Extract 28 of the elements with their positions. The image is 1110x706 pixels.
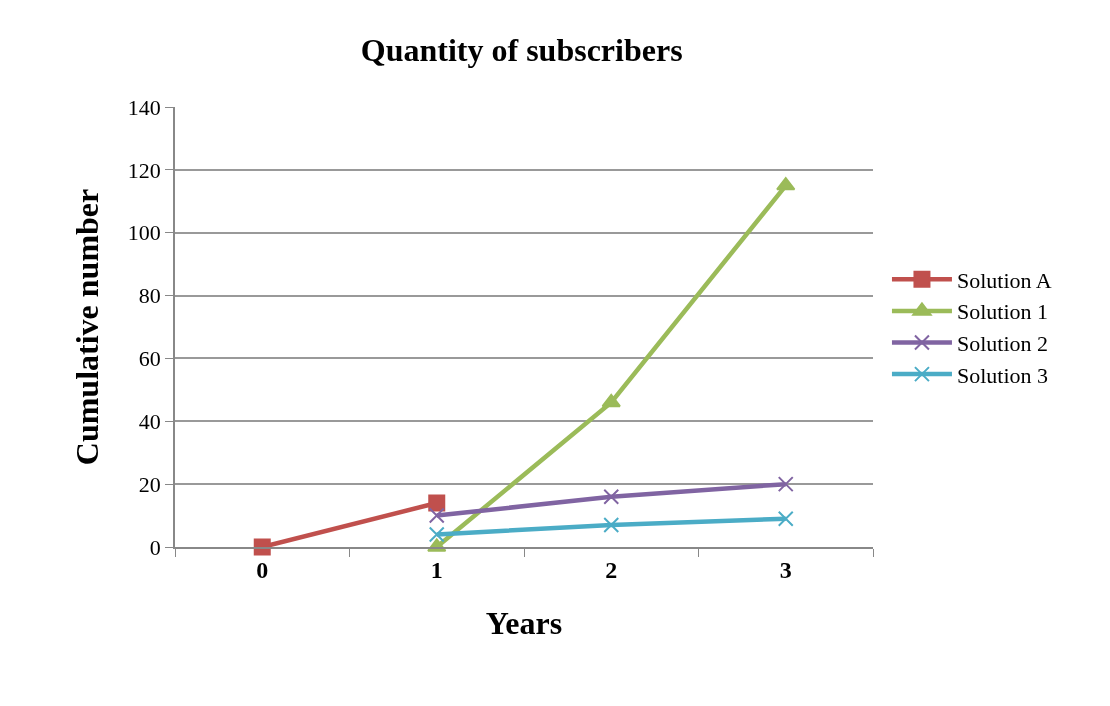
y-tick-label: 120	[127, 157, 161, 183]
x-tick-label: 0	[256, 556, 269, 583]
point	[603, 488, 620, 505]
x-tick-label: 2	[605, 556, 618, 583]
x-tick-label: 1	[430, 556, 443, 583]
point	[776, 177, 796, 191]
x-axis-title: Years	[485, 604, 563, 641]
point	[777, 476, 794, 493]
point	[428, 507, 445, 524]
x-tick-label: 3	[779, 556, 792, 583]
y-tick-label: 80	[138, 283, 161, 309]
y-tick-label: 100	[127, 220, 161, 246]
y-tick-label: 60	[138, 346, 161, 372]
legend-label: Solution 1	[956, 299, 1049, 325]
y-tick-label: 140	[127, 94, 161, 120]
point	[777, 510, 794, 527]
legend-label: Solution 2	[956, 331, 1049, 357]
y-tick-label: 40	[138, 408, 161, 434]
point	[601, 393, 621, 408]
point	[603, 517, 620, 533]
chart-title: Quantity of subscribers	[360, 31, 683, 68]
point	[428, 494, 446, 512]
legend-label: Solution 3	[956, 362, 1049, 388]
y-tick-label: 0	[149, 534, 161, 560]
y-axis-title: Cumulative number	[68, 188, 105, 466]
point	[428, 526, 445, 543]
y-tick-label: 20	[138, 471, 161, 497]
legend-label: Solution A	[956, 267, 1052, 293]
